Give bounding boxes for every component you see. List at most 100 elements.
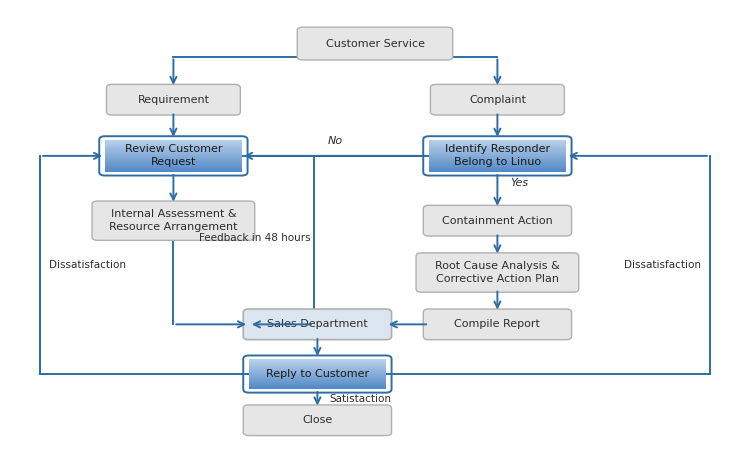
Bar (249, 369, 386, 370)
Bar (249, 381, 386, 382)
Bar (105, 168, 242, 169)
FancyBboxPatch shape (106, 85, 240, 115)
Bar (249, 379, 386, 380)
Bar (105, 150, 242, 152)
Bar (429, 145, 566, 146)
Text: Customer Service: Customer Service (326, 39, 424, 49)
FancyBboxPatch shape (423, 205, 572, 236)
Bar (249, 372, 386, 373)
Bar (105, 146, 242, 147)
Bar (249, 386, 386, 387)
FancyBboxPatch shape (243, 405, 392, 436)
Bar (105, 171, 242, 172)
Bar (105, 145, 242, 146)
Bar (429, 141, 566, 142)
Bar (429, 153, 566, 154)
Text: No: No (328, 136, 343, 146)
Bar (105, 141, 242, 142)
Text: Sales Department: Sales Department (267, 320, 368, 329)
Bar (249, 359, 386, 360)
Bar (429, 159, 566, 160)
Text: Feedback in 48 hours: Feedback in 48 hours (199, 233, 310, 243)
Bar (249, 365, 386, 366)
Text: Close: Close (302, 415, 332, 425)
Bar (105, 155, 242, 156)
FancyBboxPatch shape (430, 85, 564, 115)
Bar (105, 143, 242, 144)
Bar (105, 158, 242, 159)
Bar (429, 144, 566, 145)
Bar (249, 373, 386, 374)
Bar (429, 150, 566, 152)
Bar (249, 371, 386, 372)
Text: Requirement: Requirement (137, 94, 209, 105)
Bar (249, 376, 386, 377)
Bar (429, 142, 566, 143)
Bar (249, 362, 386, 363)
FancyBboxPatch shape (297, 27, 453, 60)
Bar (249, 387, 386, 388)
Bar (249, 366, 386, 367)
Bar (429, 171, 566, 172)
Text: Reply to Customer: Reply to Customer (266, 369, 369, 379)
Text: Review Customer
Request: Review Customer Request (124, 144, 222, 167)
Bar (429, 149, 566, 150)
Bar (429, 155, 566, 156)
Bar (249, 370, 386, 371)
Bar (105, 170, 242, 171)
Text: Internal Assessment &
Resource Arrangement: Internal Assessment & Resource Arrangeme… (110, 209, 238, 232)
Bar (429, 143, 566, 144)
Bar (249, 385, 386, 386)
Bar (105, 162, 242, 163)
Bar (105, 149, 242, 150)
Bar (429, 170, 566, 171)
Text: Satistaction: Satistaction (329, 394, 391, 404)
FancyBboxPatch shape (423, 309, 572, 340)
Bar (105, 148, 242, 149)
Bar (105, 165, 242, 166)
Bar (105, 163, 242, 165)
Bar (429, 147, 566, 148)
Bar (429, 165, 566, 166)
Bar (105, 156, 242, 157)
Bar (249, 363, 386, 364)
Text: Dissatisfaction: Dissatisfaction (624, 260, 701, 270)
Bar (105, 147, 242, 148)
Bar (105, 160, 242, 161)
FancyBboxPatch shape (243, 309, 392, 340)
Text: Root Cause Analysis &
Corrective Action Plan: Root Cause Analysis & Corrective Action … (435, 261, 560, 284)
Bar (249, 378, 386, 379)
Bar (249, 388, 386, 389)
Bar (105, 144, 242, 145)
Text: Yes: Yes (510, 178, 529, 188)
Bar (249, 361, 386, 362)
Bar (429, 162, 566, 163)
Bar (429, 166, 566, 168)
Bar (105, 166, 242, 168)
Bar (249, 364, 386, 365)
Bar (249, 380, 386, 381)
Bar (429, 158, 566, 159)
Bar (105, 157, 242, 158)
Bar (249, 377, 386, 378)
Bar (249, 360, 386, 361)
Bar (105, 152, 242, 153)
Bar (429, 168, 566, 169)
Text: Containment Action: Containment Action (442, 216, 553, 226)
Bar (429, 160, 566, 161)
Text: Dissatisfaction: Dissatisfaction (49, 260, 126, 270)
Bar (249, 383, 386, 384)
Bar (249, 367, 386, 368)
Bar (105, 142, 242, 143)
Bar (105, 161, 242, 162)
Bar (429, 169, 566, 170)
Bar (249, 375, 386, 376)
Bar (429, 156, 566, 157)
Bar (105, 153, 242, 154)
Bar (429, 154, 566, 155)
Bar (429, 152, 566, 153)
Bar (249, 374, 386, 375)
Bar (249, 368, 386, 369)
Bar (249, 384, 386, 385)
Bar (429, 161, 566, 162)
